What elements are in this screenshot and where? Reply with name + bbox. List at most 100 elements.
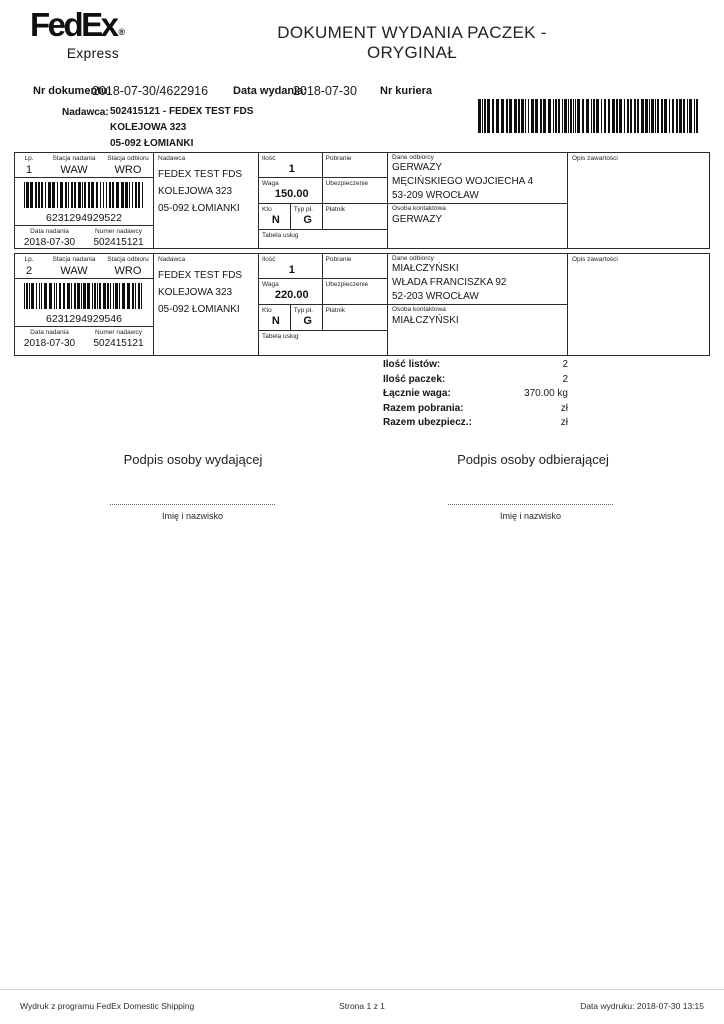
qty-value: 1: [288, 264, 295, 276]
sender-line: KOLEJOWA 323: [110, 122, 187, 133]
pay-type-label: Typ pł.: [293, 307, 313, 314]
recipient-address-cell: Dane odbiorcy MIAŁCZYŃSKI WŁADA FRANCISZ…: [388, 254, 567, 305]
weight-insurance-row: Waga 150.00 Ubezpieczenie: [259, 178, 387, 204]
package-barcode-cell: 6231294929546: [15, 279, 153, 327]
ship-date-value: 2018-07-30: [23, 338, 76, 349]
signature-title-issuer: Podpis osoby wydającej: [123, 452, 263, 467]
who-label: Kto: [262, 206, 272, 213]
sender-number-value: 502415121: [93, 237, 144, 248]
sender-address-line: FEDEX TEST FDS: [158, 169, 243, 180]
dest-station-label: Stacja odbioru: [107, 155, 149, 162]
origin-station-value: WAW: [60, 164, 88, 176]
services-table-label: Tabela usług: [262, 232, 299, 239]
summary-label: Ilość paczek:: [383, 373, 446, 385]
cod-label: Pobranie: [325, 256, 352, 263]
recipient-address: GERWAZY MĘCIŃSKIEGO WOJCIECHA 4 53-209 W…: [392, 161, 563, 203]
who-label: Kto: [262, 307, 272, 314]
shipment-id-cell: Lp. 1 Stacja nadania WAW Stacja odbioru WRO…: [15, 153, 153, 248]
sender-cell-address: FEDEX TEST FDS KOLEJOWA 323 05-092 ŁOMIA…: [158, 267, 254, 318]
pay-type-label: Typ pł.: [293, 206, 313, 213]
recipient-line: MĘCIŃSKIEGO WOJCIECHA 4: [392, 176, 534, 187]
dest-station-value: WRO: [114, 265, 142, 277]
recipient-line: 52-203 WROCŁAW: [392, 291, 479, 302]
ship-date-value: 2018-07-30: [23, 237, 76, 248]
payer-row: Kto N Typ pł. G Płatnik: [259, 204, 387, 230]
recipient-label: Dane odbiorcy: [392, 255, 434, 262]
barcode-number: 6231294929522: [46, 212, 122, 224]
shipment-id-cell: Lp. 2 Stacja nadania WAW Stacja odbioru WRO…: [15, 254, 153, 355]
ship-date-row: Data nadania 2018-07-30 Numer nadawcy 5024…: [15, 327, 153, 355]
insurance-label: Ubezpieczenie: [325, 281, 369, 288]
signature-title-receiver: Podpis osoby odbierającej: [457, 452, 609, 467]
summary-row: Razem pobrania: zł: [383, 402, 568, 417]
payer-row: Kto N Typ pł. G Płatnik: [259, 305, 387, 331]
contents-label: Opis zawartości: [572, 256, 618, 263]
footer-print-date: Data wydruku: 2018-07-30 13:15: [580, 1001, 704, 1011]
summary-value: 370.00 kg: [524, 388, 568, 399]
ship-date-label: Data nadania: [30, 329, 69, 336]
recipient-line: WŁADA FRANCISZKA 92: [392, 277, 507, 288]
package-details-cell: Ilość 1 Pobranie Waga 220.00 Ubezpieczenie…: [258, 254, 387, 355]
contents-label: Opis zawartości: [572, 155, 618, 162]
weight-value: 150.00: [274, 188, 309, 200]
doc-number-value: 2018-07-30/4622916: [92, 84, 209, 98]
contents-cell: Opis zawartości: [567, 254, 709, 355]
signature-name-caption: Imię i nazwisko: [161, 511, 224, 521]
pay-type-value: G: [303, 315, 312, 327]
lp-value: 2: [25, 265, 33, 277]
summary-label: Łącznie waga:: [383, 388, 451, 399]
dest-station-value: WRO: [114, 164, 142, 176]
recipient-line: GERWAZY: [392, 162, 443, 173]
qty-cod-row: Ilość 1 Pobranie: [259, 254, 387, 279]
summary-row: Ilość paczek: 2: [383, 373, 568, 388]
signature-line: [448, 504, 613, 505]
fedex-brand: FedEx: [30, 6, 119, 43]
summary-value: 2: [562, 373, 568, 385]
origin-station-label: Stacja nadania: [52, 256, 96, 263]
services-cell: Tabela usług: [259, 230, 387, 248]
recipient-label: Dane odbiorcy: [392, 154, 434, 161]
registered-mark-icon: ®: [118, 27, 126, 37]
contact-label: Osoba kontaktowa: [392, 306, 446, 313]
sender-address-line: 05-092 ŁOMIANKI: [158, 304, 240, 315]
weight-label: Waga: [262, 281, 279, 288]
lp-label: Lp.: [24, 256, 34, 263]
summary-row: Razem ubezpiecz.: zł: [383, 416, 568, 431]
sender-address-line: FEDEX TEST FDS: [158, 270, 243, 281]
issue-date-label: Data wydania:: [233, 85, 307, 97]
summary-label: Razem pobrania:: [383, 402, 464, 414]
lp-label: Lp.: [24, 155, 34, 162]
services-cell: Tabela usług: [259, 331, 387, 355]
stations-row: Lp. 1 Stacja nadania WAW Stacja odbioru WRO: [15, 153, 153, 178]
summary-value: zł: [560, 417, 568, 428]
summary-row: Ilość listów: 2: [383, 358, 568, 373]
recipient-address: MIAŁCZYŃSKI WŁADA FRANCISZKA 92 52-203 W…: [392, 262, 563, 304]
sender-cell: Nadawca FEDEX TEST FDS KOLEJOWA 323 05-0…: [153, 153, 258, 248]
sender-number-label: Numer nadawcy: [95, 329, 142, 336]
fedex-logo: FedEx ® Express: [30, 6, 126, 62]
origin-station-value: WAW: [60, 265, 88, 277]
page-title: DOKUMENT WYDANIA PACZEK - ORYGINAŁ: [277, 23, 547, 62]
recipient-cell: Dane odbiorcy GERWAZY MĘCIŃSKIEGO WOJCIE…: [387, 153, 567, 248]
summary-row: Łącznie waga: 370.00 kg: [383, 387, 568, 402]
sender-line: 05-092 ŁOMIANKI: [110, 138, 194, 149]
sender-address: 502415121 - FEDEX TEST FDS KOLEJOWA 323 …: [110, 104, 253, 152]
summary-value: zł: [560, 402, 568, 414]
barcode-number: 6231294929546: [46, 313, 122, 325]
sender-address-line: 05-092 ŁOMIANKI: [158, 203, 240, 214]
qty-value: 1: [288, 163, 295, 175]
summary-label: Razem ubezpiecz.:: [383, 417, 472, 428]
qty-label: Ilość: [262, 256, 276, 263]
ship-date-row: Data nadania 2018-07-30 Numer nadawcy 5024…: [15, 226, 153, 248]
issue-date-value: 2018-07-30: [293, 84, 357, 98]
shipment-row: Lp. 2 Stacja nadania WAW Stacja odbioru WRO…: [14, 253, 710, 356]
sender-label: Nadawca:: [62, 107, 109, 118]
fedex-express-label: Express: [66, 46, 120, 61]
sender-cell: Nadawca FEDEX TEST FDS KOLEJOWA 323 05-0…: [153, 254, 258, 355]
sender-cell-label: Nadawca: [158, 155, 186, 162]
insurance-label: Ubezpieczenie: [325, 180, 369, 187]
sender-address-line: KOLEJOWA 323: [158, 186, 233, 197]
doc-number-label: Nr dokumentu:: [33, 85, 112, 97]
footer-program-info: Wydruk z programu FedEx Domestic Shippin…: [20, 1001, 195, 1011]
